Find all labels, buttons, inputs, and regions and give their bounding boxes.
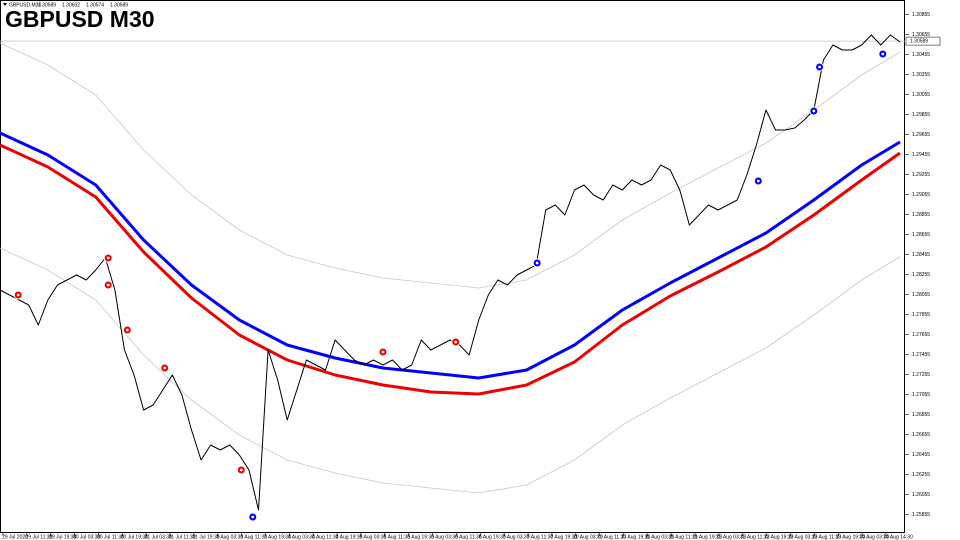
axes: 1.25855 1.26055 1.26255 1.26455 1.26655 1.268… (2, 12, 941, 540)
y-tick-label: 1.29255 (912, 172, 930, 178)
sell-signal-dot (106, 283, 110, 287)
x-tick-label: 31 Jul 19:30 (192, 534, 219, 540)
x-tick-label: 5 Aug 03:30 (360, 534, 387, 540)
y-tick-label: 1.30855 (912, 12, 930, 18)
series-line (0, 34, 901, 511)
x-tick-label: 7 Aug 19:30 (551, 534, 578, 540)
x-tick-label: 4 Aug 19:30 (336, 534, 363, 540)
y-tick-label: 1.30655 (912, 32, 930, 38)
sell-signal-dot (16, 293, 20, 297)
x-tick-label: 11 Aug 19:30 (693, 534, 722, 540)
x-tick-label: 30 Jul 11:30 (97, 534, 124, 540)
sell-signal-dot (163, 366, 167, 370)
y-tick-label: 1.30055 (912, 92, 930, 98)
plot-frame (0, 0, 905, 533)
symbol-header: GBPUSD,M30 (9, 2, 41, 8)
buy-signal-dot (535, 261, 539, 265)
x-tick-label: 29 Jul 2020 (2, 534, 28, 540)
buy-signal-dot (251, 515, 255, 519)
x-tick-label: 10 Aug 19:30 (621, 534, 651, 540)
header-value: 1.30589 (38, 2, 56, 8)
y-tick-label: 1.30455 (912, 52, 930, 58)
x-tick-label: 5 Aug 19:30 (407, 534, 434, 540)
y-tick-label: 1.27255 (912, 372, 930, 378)
x-tick-label: 6 Aug 03:30 (431, 534, 458, 540)
y-tick-label: 1.26255 (912, 472, 930, 478)
y-tick-label: 1.27055 (912, 392, 930, 398)
y-tick-label: 1.29055 (912, 192, 930, 198)
x-tick-label: 11 Aug 03:30 (645, 534, 674, 540)
x-tick-label: 14 Aug 14:30 (883, 534, 913, 540)
y-tick-label: 1.27455 (912, 352, 930, 358)
sell-signal-dot (454, 340, 458, 344)
header: GBPUSD,M30 (3, 2, 41, 8)
x-tick-label: 4 Aug 03:30 (288, 534, 315, 540)
x-tick-label: 10 Aug 11:30 (597, 534, 626, 540)
x-tick-label: 29 Jul 19:30 (49, 534, 76, 540)
bid-label-box (905, 36, 941, 46)
sell-signal-dot (381, 350, 385, 354)
menu-icon (3, 3, 7, 6)
y-tick-label: 1.30255 (912, 72, 930, 78)
series-line (0, 131, 901, 380)
bid-label: 1.30589 (910, 38, 928, 44)
y-tick-label: 1.28655 (912, 232, 930, 238)
buy-signal-dot (812, 109, 816, 113)
x-tick-label: 13 Aug 11:30 (812, 534, 841, 540)
y-tick-label: 1.26055 (912, 492, 930, 498)
x-tick-label: 12 Aug 11:30 (740, 534, 769, 540)
y-tick-label: 1.25855 (912, 512, 930, 518)
x-tick-label: 13 Aug 03:30 (788, 534, 818, 540)
plot-area (0, 34, 905, 522)
y-tick-label: 1.29455 (912, 152, 930, 158)
y-tick-label: 1.28255 (912, 272, 930, 278)
x-tick-label: 12 Aug 03:30 (716, 534, 746, 540)
x-tick-label: 3 Aug 19:30 (264, 534, 291, 540)
x-tick-label: 14 Aug 03:30 (859, 534, 889, 540)
x-tick-label: 13 Aug 19:30 (836, 534, 866, 540)
x-tick-label: 10 Aug 03:30 (573, 534, 603, 540)
x-tick-label: 7 Aug 03:30 (503, 534, 530, 540)
y-tick-label: 1.26855 (912, 412, 930, 418)
y-tick-label: 1.27655 (912, 332, 930, 338)
sell-signal-dot (239, 468, 243, 472)
x-tick-label: 31 Jul 03:30 (145, 534, 172, 540)
y-tick-label: 1.28855 (912, 212, 930, 218)
y-tick-label: 1.26455 (912, 452, 930, 458)
x-tick-label: 5 Aug 11:30 (384, 534, 411, 540)
x-tick-label: 11 Aug 11:30 (669, 534, 698, 540)
buy-signal-dot (756, 179, 760, 183)
y-tick-label: 1.26655 (912, 432, 930, 438)
sell-signal-dot (106, 256, 110, 260)
header-value: 1.30574 (86, 2, 104, 8)
x-tick-label: 4 Aug 11:30 (312, 534, 339, 540)
x-tick-label: 12 Aug 19:30 (764, 534, 794, 540)
buy-signal-dot (881, 52, 885, 56)
y-tick-label: 1.27855 (912, 312, 930, 318)
x-tick-label: 30 Jul 03:30 (73, 534, 100, 540)
x-tick-label: 3 Aug 03:30 (216, 534, 243, 540)
x-tick-label: 31 Jul 11:30 (169, 534, 196, 540)
header-value: 1.30602 (62, 2, 80, 8)
y-tick-label: 1.29855 (912, 112, 930, 118)
series-line (0, 143, 901, 396)
y-tick-label: 1.28455 (912, 252, 930, 258)
chart-title: GBPUSD M30 (5, 6, 155, 32)
x-tick-label: 7 Aug 11:30 (527, 534, 554, 540)
header-value: 1.30589 (110, 2, 128, 8)
series-line (0, 42, 901, 289)
sell-signal-dot (125, 328, 129, 332)
x-tick-label: 6 Aug 19:30 (479, 534, 506, 540)
series-line (0, 247, 901, 494)
y-tick-label: 1.29655 (912, 132, 930, 138)
x-tick-label: 6 Aug 11:30 (455, 534, 482, 540)
x-tick-label: 3 Aug 11:30 (240, 534, 267, 540)
buy-signal-dot (818, 65, 821, 69)
y-tick-label: 1.28055 (912, 292, 930, 298)
x-tick-label: 30 Jul 19:30 (121, 534, 148, 540)
x-tick-label: 29 Jul 11:30 (25, 534, 52, 540)
